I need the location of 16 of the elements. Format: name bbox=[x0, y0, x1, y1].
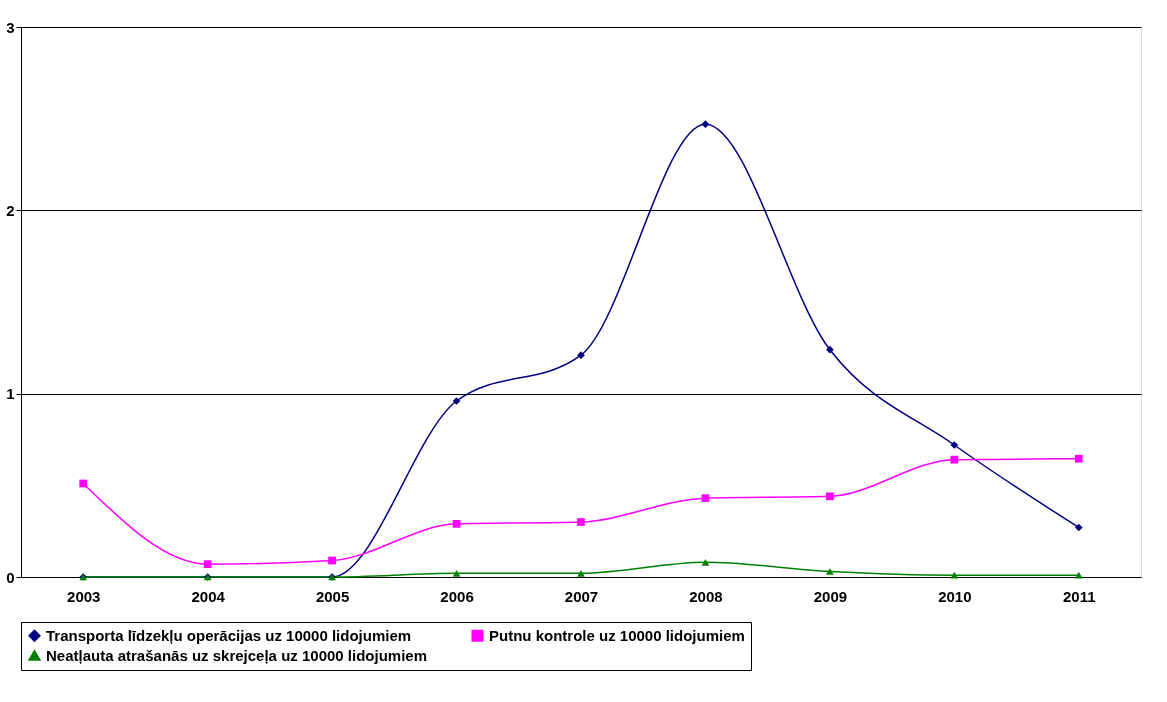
x-tick-label: 2011 bbox=[1063, 587, 1096, 605]
legend-label: Putnu kontrole uz 10000 lidojumiem bbox=[489, 626, 745, 644]
y-tick-label: 3 bbox=[6, 18, 15, 36]
x-tick-label: 2010 bbox=[938, 587, 972, 605]
x-tick-label: 2009 bbox=[813, 587, 848, 605]
y-tick-label: 1 bbox=[6, 385, 15, 403]
x-tick-label: 2006 bbox=[440, 587, 474, 605]
x-tick-label: 2005 bbox=[315, 587, 350, 605]
x-tick-label: 2008 bbox=[689, 587, 723, 605]
x-tick-label: 2007 bbox=[564, 587, 599, 605]
y-tick-label: 2 bbox=[6, 201, 15, 219]
x-tick-label: 2004 bbox=[191, 587, 226, 605]
legend-label: Neatļauta atrašanās uz skrejceļa uz 10000 lidojumiem bbox=[46, 646, 428, 664]
y-tick-label: 0 bbox=[6, 568, 15, 586]
x-tick-label: 2003 bbox=[67, 587, 101, 605]
legend-label: Transporta līdzekļu operācijas uz 10000 lidojumiem bbox=[46, 626, 412, 644]
